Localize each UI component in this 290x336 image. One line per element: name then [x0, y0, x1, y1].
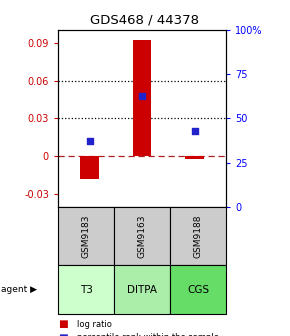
Text: GSM9183: GSM9183	[81, 214, 90, 258]
Text: log ratio: log ratio	[77, 320, 112, 329]
Text: percentile rank within the sample: percentile rank within the sample	[77, 333, 219, 336]
Bar	[80, 156, 99, 179]
Text: CGS: CGS	[187, 285, 209, 295]
Point	[140, 93, 144, 98]
Text: DITPA: DITPA	[127, 285, 157, 295]
Text: ■: ■	[58, 319, 68, 329]
Bar	[186, 156, 204, 159]
Text: agent ▶: agent ▶	[1, 285, 37, 294]
Point	[192, 128, 197, 133]
Text: ■: ■	[58, 333, 68, 336]
Text: T3: T3	[79, 285, 93, 295]
Text: GDS468 / 44378: GDS468 / 44378	[90, 13, 200, 27]
Bar	[133, 40, 151, 156]
Point	[87, 139, 92, 144]
Text: GSM9188: GSM9188	[194, 214, 203, 258]
Text: GSM9163: GSM9163	[137, 214, 147, 258]
